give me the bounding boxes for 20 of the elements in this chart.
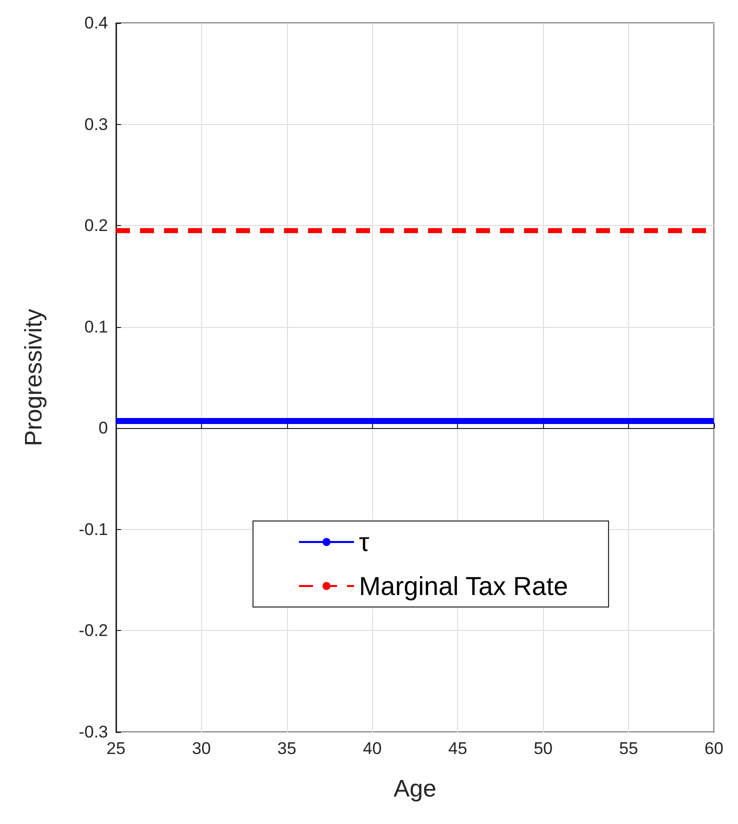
y-tick-label: 0.3 (84, 114, 108, 134)
x-tick-label: 35 (277, 739, 296, 758)
legend-label: τ (359, 527, 370, 557)
x-tick-label: 55 (619, 739, 638, 758)
legend-label: Marginal Tax Rate (359, 571, 568, 601)
y-tick-label: 0.2 (84, 216, 108, 236)
y-tick-label: 0.4 (84, 14, 108, 32)
x-tick-label: 40 (362, 739, 382, 758)
y-tick-label: -0.3 (78, 722, 108, 742)
y-tick-label: -0.1 (78, 520, 108, 539)
x-axis-title: Age (394, 776, 436, 802)
x-tick-label: 50 (534, 739, 553, 758)
y-tick-label: 0.1 (84, 317, 108, 336)
y-tick-label: 0 (98, 418, 108, 438)
y-axis-title: Progressivity (20, 308, 48, 446)
x-tick-label: 45 (448, 739, 468, 758)
x-tick-label: 60 (704, 739, 724, 758)
x-tick-label: 30 (192, 739, 211, 758)
x-tick-label: 25 (106, 739, 126, 758)
y-tick-label: -0.2 (78, 621, 108, 640)
